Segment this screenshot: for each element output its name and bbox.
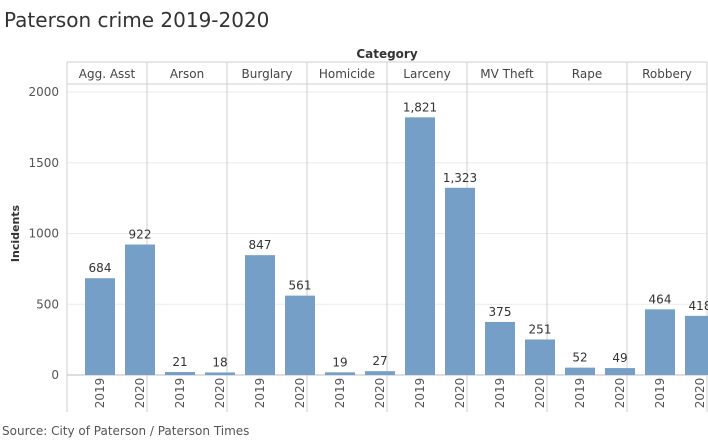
data-label: 21 (172, 355, 187, 369)
x-tick-label: 2019 (413, 378, 427, 409)
x-tick-label: 2020 (373, 378, 387, 409)
bar (685, 315, 708, 375)
bar (125, 244, 155, 375)
x-tick-label: 2020 (613, 378, 627, 409)
data-label: 561 (289, 279, 312, 293)
data-label: 18 (212, 355, 227, 369)
chart-title: Paterson crime 2019-2020 (4, 8, 270, 32)
data-label: 464 (649, 292, 672, 306)
category-header: Rape (572, 67, 602, 81)
bar (85, 278, 115, 375)
x-tick-label: 2019 (573, 378, 587, 409)
x-tick-label: 2020 (453, 378, 467, 409)
y-tick-label: 2000 (28, 85, 59, 99)
bar (405, 117, 435, 376)
bar (285, 295, 315, 375)
x-tick-label: 2020 (533, 378, 547, 409)
bar (525, 339, 555, 375)
bar (205, 372, 235, 375)
bar (365, 371, 395, 375)
category-header: MV Theft (480, 67, 534, 81)
y-tick-label: 1000 (28, 227, 59, 241)
category-header: Homicide (319, 67, 375, 81)
bar (485, 321, 515, 375)
category-header: Burglary (242, 67, 293, 81)
x-tick-label: 2019 (653, 378, 667, 409)
x-tick-label: 2020 (693, 378, 707, 409)
data-label: 847 (249, 238, 272, 252)
x-tick-label: 2020 (133, 378, 147, 409)
category-header: Larceny (403, 67, 450, 81)
data-label: 1,821 (403, 100, 437, 114)
data-label: 251 (529, 322, 552, 336)
x-tick-label: 2020 (293, 378, 307, 409)
y-tick-label: 1500 (28, 156, 59, 170)
bar (605, 368, 635, 375)
bar (565, 367, 595, 375)
x-tick-label: 2019 (93, 378, 107, 409)
y-axis-label: Incidents (9, 204, 22, 262)
data-label: 922 (129, 228, 152, 242)
bar (245, 255, 275, 375)
bar (325, 372, 355, 375)
x-tick-label: 2019 (253, 378, 267, 409)
x-tick-label: 2019 (333, 378, 347, 409)
x-tick-label: 2019 (493, 378, 507, 409)
data-label: 49 (612, 351, 627, 365)
data-label: 375 (489, 305, 512, 319)
x-tick-label: 2020 (213, 378, 227, 409)
header-label: Category (356, 47, 418, 61)
category-header: Robbery (642, 67, 692, 81)
data-label: 418 (689, 299, 708, 313)
bar (645, 309, 675, 375)
source-note: Source: City of Paterson / Paterson Time… (2, 424, 250, 438)
category-header: Agg. Asst (79, 67, 136, 81)
data-label: 27 (372, 354, 387, 368)
bar (445, 187, 475, 375)
bar (165, 372, 195, 375)
category-header: Arson (170, 67, 204, 81)
x-tick-label: 2019 (173, 378, 187, 409)
data-label: 1,323 (443, 171, 477, 185)
data-label: 19 (332, 355, 347, 369)
data-label: 684 (89, 261, 112, 275)
y-tick-label: 500 (36, 297, 59, 311)
data-label: 52 (572, 351, 587, 365)
y-tick-label: 0 (51, 368, 59, 382)
